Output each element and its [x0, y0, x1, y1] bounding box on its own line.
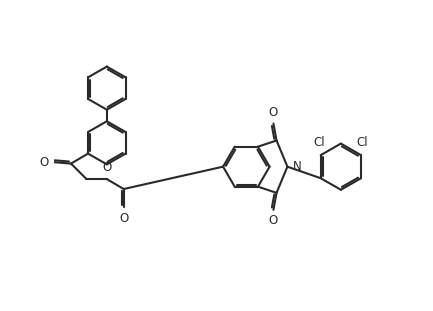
- Text: O: O: [119, 212, 128, 225]
- Text: Cl: Cl: [313, 136, 325, 149]
- Text: O: O: [102, 160, 111, 174]
- Text: O: O: [269, 106, 278, 119]
- Text: O: O: [269, 214, 278, 227]
- Text: O: O: [39, 156, 48, 169]
- Text: Cl: Cl: [357, 136, 368, 149]
- Text: N: N: [293, 160, 301, 173]
